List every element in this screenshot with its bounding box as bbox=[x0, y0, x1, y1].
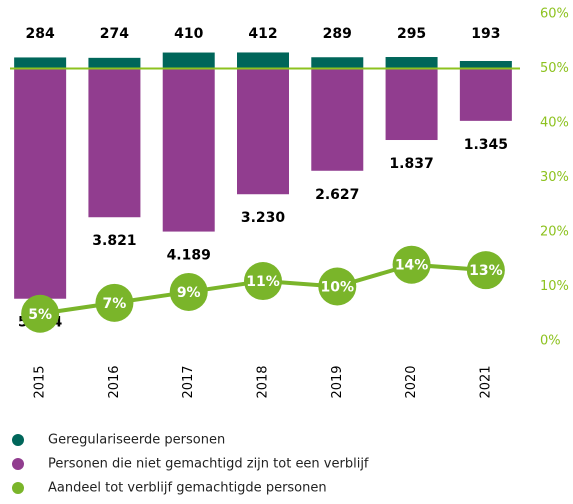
data-label: 10% bbox=[321, 280, 355, 296]
data-label: 7% bbox=[103, 296, 127, 312]
point bbox=[95, 283, 134, 322]
data-label: 13% bbox=[469, 263, 503, 279]
bar bbox=[162, 68, 215, 232]
point bbox=[21, 294, 60, 333]
data-label: 295 bbox=[397, 26, 426, 42]
legend-marker bbox=[12, 434, 24, 446]
bar bbox=[88, 68, 141, 218]
bar bbox=[459, 68, 512, 121]
point bbox=[244, 262, 282, 301]
point bbox=[392, 245, 431, 284]
x-tick-label: 2020 bbox=[404, 365, 419, 398]
bar bbox=[311, 57, 364, 69]
bar bbox=[237, 68, 289, 195]
data-label: 274 bbox=[100, 26, 129, 42]
bar bbox=[14, 57, 67, 69]
data-label: 2.627 bbox=[315, 187, 359, 203]
data-label: 289 bbox=[323, 26, 352, 42]
x-tick-label: 2018 bbox=[256, 365, 271, 398]
bar bbox=[459, 60, 512, 69]
data-label: 284 bbox=[26, 26, 55, 42]
x-tick-label: 2021 bbox=[478, 365, 493, 398]
legend-label: Aandeel tot verblijf gemachtigde persone… bbox=[48, 481, 327, 496]
data-label: 14% bbox=[395, 258, 429, 274]
y2-tick-label: 60% bbox=[540, 7, 569, 22]
data-label: 412 bbox=[248, 26, 277, 42]
x-tick-label: 2016 bbox=[107, 365, 122, 398]
bar bbox=[311, 68, 364, 171]
bar bbox=[237, 52, 289, 69]
legend-marker bbox=[12, 458, 24, 470]
data-label: 3.821 bbox=[92, 233, 136, 249]
data-label: 5% bbox=[28, 307, 52, 323]
y2-tick-label: 0% bbox=[540, 334, 561, 349]
data-label: 11% bbox=[246, 274, 280, 290]
point bbox=[466, 251, 505, 290]
bar bbox=[385, 57, 438, 69]
bar bbox=[385, 68, 438, 141]
y2-tick-label: 30% bbox=[540, 170, 569, 185]
bar bbox=[88, 57, 141, 69]
data-label: 193 bbox=[471, 26, 500, 42]
bar bbox=[14, 68, 67, 299]
data-label: 1.345 bbox=[464, 137, 508, 153]
y2-tick-label: 10% bbox=[540, 279, 569, 294]
bar bbox=[162, 52, 215, 69]
y2-tick-label: 20% bbox=[540, 225, 569, 240]
data-label: 410 bbox=[174, 26, 203, 42]
legend-label: Geregulariseerde personen bbox=[48, 433, 225, 448]
data-label: 1.837 bbox=[389, 156, 433, 172]
x-tick-label: 2017 bbox=[181, 365, 196, 398]
x-tick-label: 2015 bbox=[33, 365, 48, 398]
y2-tick-label: 40% bbox=[540, 116, 569, 131]
data-label: 9% bbox=[177, 285, 201, 301]
data-label: 3.230 bbox=[241, 210, 286, 226]
x-tick-label: 2019 bbox=[330, 365, 345, 398]
point bbox=[169, 272, 208, 311]
y2-tick-label: 50% bbox=[540, 61, 569, 76]
legend-marker bbox=[12, 482, 24, 494]
data-label: 4.189 bbox=[167, 248, 211, 264]
point bbox=[318, 267, 357, 306]
legend-label: Personen die niet gemachtigd zijn tot ee… bbox=[48, 457, 369, 472]
